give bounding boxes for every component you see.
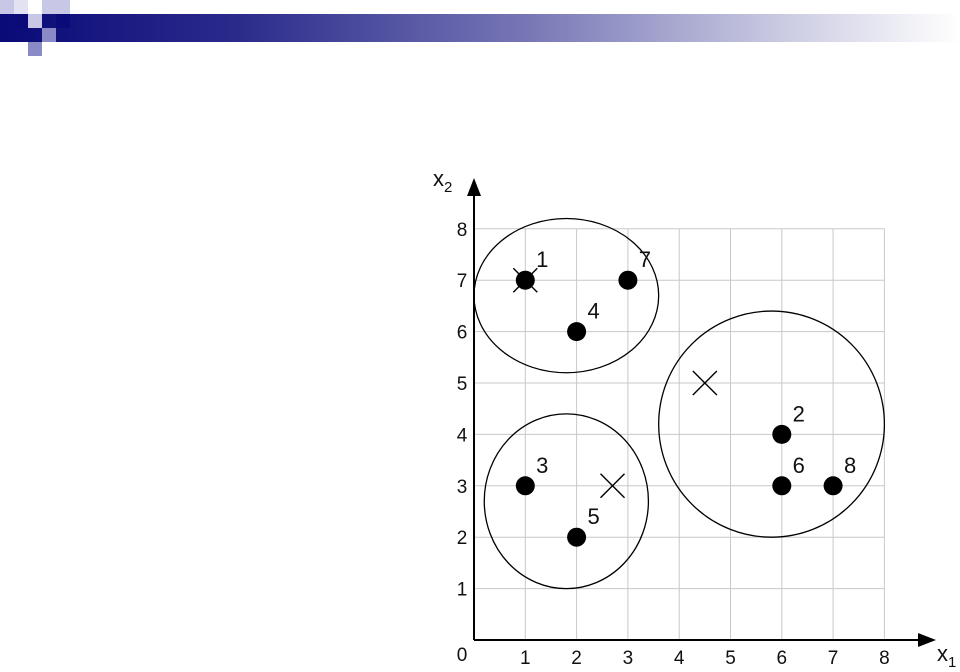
y-axis-title: x2 (433, 166, 452, 196)
data-point-label-1: 1 (536, 247, 548, 272)
y-tick-label-5: 5 (457, 374, 468, 395)
y-axis-title-main: x (433, 166, 444, 191)
x-tick-label-3: 3 (623, 648, 634, 669)
cluster-ellipse-1 (473, 217, 660, 374)
x-axis-title-subscript: 1 (948, 654, 956, 671)
y-tick-label-1: 1 (457, 580, 468, 601)
data-point-3 (515, 476, 535, 496)
logo-square-light (0, 0, 14, 14)
data-point-label-7: 7 (639, 247, 651, 272)
logo-square-mid-2 (42, 0, 56, 14)
logo-square-light-2 (28, 14, 42, 28)
x-axis-title-main: x (937, 641, 948, 666)
axis-titles: x1 x2 (433, 166, 956, 671)
centroid-3-stroke-b (600, 473, 626, 499)
data-point-label-3: 3 (536, 453, 548, 478)
logo-square-light-4 (56, 0, 70, 14)
slide-header-bar (0, 14, 960, 42)
logo-square-mid-4 (42, 28, 56, 42)
data-point-label-8: 8 (844, 453, 856, 478)
y-tick-label-4: 4 (457, 425, 468, 446)
data-point-2 (772, 424, 792, 444)
logo-square-light-3 (28, 42, 42, 56)
data-point-label-4: 4 (587, 299, 599, 324)
logo-square-mid-3 (56, 14, 70, 28)
x-tick-label-7: 7 (828, 648, 839, 669)
data-point-5 (567, 527, 587, 547)
data-point-1 (515, 270, 535, 290)
y-tick-label-3: 3 (457, 477, 468, 498)
y-tick-label-6: 6 (457, 323, 468, 344)
y-tick-label-7: 7 (457, 271, 468, 292)
tick-labels: 0 1 2 3 4 5 6 7 8 1 2 3 4 5 6 7 8 (457, 220, 890, 669)
grid (474, 228, 885, 640)
x-tick-label-5: 5 (725, 648, 736, 669)
y-axis-arrow-icon (467, 178, 481, 196)
x-tick-label-2: 2 (571, 648, 582, 669)
x-tick-label-6: 6 (777, 648, 788, 669)
data-point-4 (567, 322, 587, 342)
origin-label: 0 (457, 645, 468, 666)
y-tick-label-8: 8 (457, 220, 468, 241)
data-point-8 (823, 476, 843, 496)
data-point-label-6: 6 (793, 453, 805, 478)
cluster-ellipses (473, 217, 886, 590)
x-axis-arrow-icon (918, 633, 936, 647)
cluster-ellipse-3 (658, 310, 886, 538)
centroid-2-stroke-b (692, 370, 718, 396)
x-tick-label-1: 1 (520, 648, 531, 669)
data-point-7 (618, 270, 638, 290)
data-points: 1 2 3 4 5 6 7 8 (515, 247, 856, 547)
x-tick-label-4: 4 (674, 648, 685, 669)
data-point-label-5: 5 (587, 504, 599, 529)
data-point-6 (772, 476, 792, 496)
cluster-ellipse-2 (483, 413, 650, 590)
x-tick-label-8: 8 (879, 648, 890, 669)
logo-square-mid (14, 0, 28, 14)
axes (467, 178, 936, 647)
data-point-label-2: 2 (793, 401, 805, 426)
y-axis-title-subscript: 2 (444, 179, 452, 196)
x-axis-title: x1 (937, 641, 956, 671)
logo-square-dark (14, 14, 28, 28)
y-tick-label-2: 2 (457, 528, 468, 549)
